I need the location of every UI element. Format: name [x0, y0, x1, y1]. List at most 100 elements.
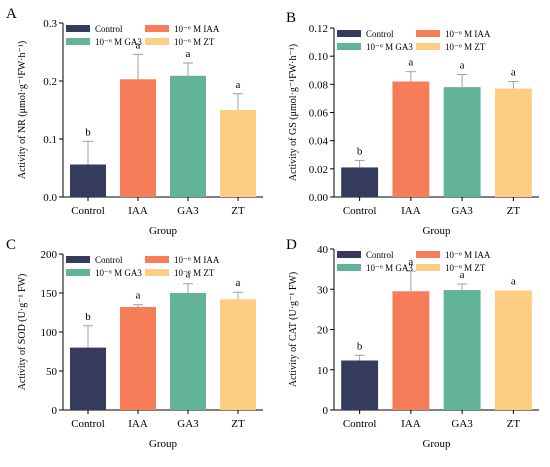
y-tick-label: 10: [317, 365, 329, 377]
legend-label-iaa: 10⁻⁶ M IAA: [174, 255, 220, 265]
y-tick-label: 30: [317, 284, 329, 296]
bar-control: [341, 167, 379, 197]
significance-label: b: [85, 311, 91, 323]
y-tick-label: 50: [46, 366, 58, 378]
bar-control: [341, 360, 379, 410]
significance-label: a: [186, 269, 191, 281]
x-tick-label: GA3: [451, 418, 473, 430]
y-axis-label: Activity of GS (μmol·g⁻¹FW·h⁻¹): [288, 44, 299, 181]
chart-panel-a: A 0.0 0.1 0.2 0.3 Activity of NR (μmol·g⁻¹FW·…: [6, 6, 263, 237]
legend-label-control: Control: [366, 250, 394, 260]
x-axis-label: Group: [149, 438, 178, 450]
legend: Control 10⁻⁶ M IAA 10⁻⁶ M GA3 10⁻⁶ M ZT: [337, 250, 491, 273]
bar-iaa: [392, 81, 430, 197]
y-tick-label: 0.1: [43, 134, 57, 146]
significance-label: a: [136, 290, 141, 302]
x-tick-label: Control: [71, 205, 105, 217]
legend-swatch-control: [337, 30, 361, 37]
chart-panel-b: B 0.00 0.02 0.04 0.06 0.08 0.10 0.12 Activity of…: [286, 10, 539, 237]
bar-zt: [494, 290, 532, 410]
y-tick-label: 0.3: [43, 18, 57, 30]
legend-label-iaa: 10⁻⁶ M IAA: [445, 250, 491, 260]
legend-swatch-zt: [145, 269, 169, 276]
x-tick-label: Control: [343, 205, 377, 217]
y-tick-label: 40: [317, 244, 329, 256]
bar-zt: [220, 110, 256, 197]
x-tick-label: ZT: [231, 418, 245, 430]
legend-label-ga3: 10⁻⁶ M GA3: [366, 263, 413, 273]
x-tick-label: GA3: [177, 418, 199, 430]
legend-label-control: Control: [366, 29, 394, 39]
y-axis-label: Activity of NR (μmol·g⁻¹FW·h⁻¹): [17, 41, 28, 179]
y-tick-label: 0.2: [43, 76, 57, 88]
legend-swatch-zt: [145, 38, 169, 45]
legend-swatch-ga3: [66, 269, 90, 276]
significance-label: b: [357, 145, 363, 157]
legend-swatch-iaa: [416, 251, 440, 258]
bar-control: [70, 347, 106, 410]
x-axis-label: Group: [422, 438, 451, 450]
legend: Control 10⁻⁶ M IAA 10⁻⁶ M GA3 10⁻⁶ M ZT: [66, 255, 220, 278]
y-tick-label: 0.02: [309, 164, 328, 176]
legend-swatch-control: [66, 25, 90, 32]
panel-label: A: [6, 6, 17, 22]
significance-label: b: [357, 340, 363, 352]
x-axis-label: Group: [149, 225, 178, 237]
legend-swatch-zt: [416, 43, 440, 50]
y-tick-label: 100: [41, 327, 58, 339]
significance-label: a: [511, 275, 516, 287]
legend-label-iaa: 10⁻⁶ M IAA: [174, 24, 220, 34]
panel-label: C: [6, 237, 16, 253]
x-tick-label: GA3: [177, 205, 199, 217]
significance-label: a: [186, 48, 191, 60]
y-tick-label: 0: [323, 405, 329, 417]
y-tick-label: 0.12: [309, 23, 328, 35]
x-tick-label: IAA: [128, 418, 148, 430]
x-tick-label: IAA: [401, 205, 421, 217]
chart-panel-c: C 0 50 100 150 200 Activity of SOD (U·g⁻¹ FW) b…: [6, 237, 263, 450]
legend-label-zt: 10⁻⁶ M ZT: [174, 268, 215, 278]
significance-label: a: [460, 269, 465, 281]
y-tick-label: 0.0: [43, 192, 57, 204]
significance-label: a: [511, 67, 516, 79]
legend-label-ga3: 10⁻⁶ M GA3: [366, 42, 413, 52]
legend-swatch-iaa: [416, 30, 440, 37]
significance-label: a: [236, 277, 241, 289]
significance-label: a: [408, 256, 413, 268]
bar-ga3: [170, 75, 206, 197]
bar-zt: [494, 88, 532, 197]
x-axis-label: Group: [422, 225, 451, 237]
bar-iaa: [120, 79, 156, 197]
x-tick-label: ZT: [507, 205, 521, 217]
y-tick-label: 20: [317, 325, 329, 337]
bar-control: [70, 164, 106, 197]
legend: Control 10⁻⁶ M IAA 10⁻⁶ M GA3 10⁻⁶ M ZT: [66, 24, 220, 47]
y-tick-label: 0.08: [309, 79, 329, 91]
bar-iaa: [120, 307, 156, 410]
x-tick-label: ZT: [231, 205, 245, 217]
significance-label: a: [236, 79, 241, 91]
legend-label-iaa: 10⁻⁶ M IAA: [445, 29, 491, 39]
legend-swatch-ga3: [337, 264, 361, 271]
x-tick-label: Control: [343, 418, 377, 430]
bar-ga3: [170, 293, 206, 410]
legend-swatch-ga3: [66, 38, 90, 45]
legend-swatch-zt: [416, 264, 440, 271]
y-tick-label: 0.04: [309, 136, 329, 148]
legend-swatch-control: [66, 256, 90, 263]
y-tick-label: 150: [41, 288, 58, 300]
legend: Control 10⁻⁶ M IAA 10⁻⁶ M GA3 10⁻⁶ M ZT: [337, 29, 491, 52]
chart-panel-d: D 0 10 20 30 40 Activity of CAT (U·g⁻¹ FW) b Con…: [286, 237, 539, 450]
bar-ga3: [443, 290, 481, 410]
y-axis-label: Activity of CAT (U·g⁻¹ FW): [288, 272, 299, 387]
y-tick-label: 0.10: [309, 51, 329, 63]
legend-swatch-control: [337, 251, 361, 258]
y-tick-label: 0: [52, 405, 58, 417]
bar-iaa: [392, 291, 430, 410]
legend-label-zt: 10⁻⁶ M ZT: [174, 37, 215, 47]
bar-ga3: [443, 87, 481, 197]
legend-swatch-iaa: [145, 25, 169, 32]
legend-label-ga3: 10⁻⁶ M GA3: [95, 37, 142, 47]
y-axis-label: Activity of SOD (U·g⁻¹ FW): [17, 274, 28, 391]
